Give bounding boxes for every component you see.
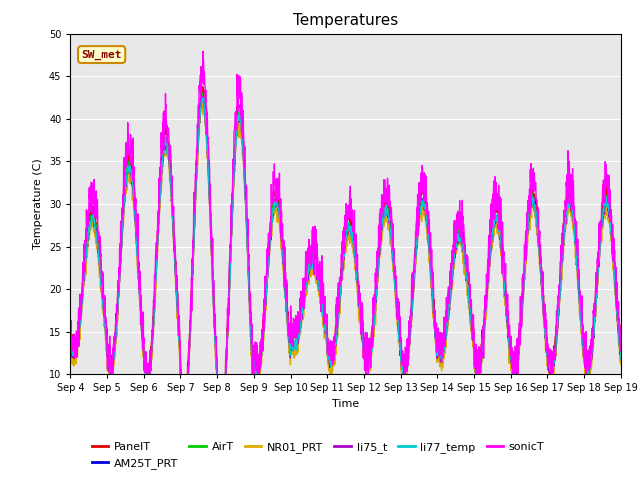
PanelT	[617, 341, 625, 347]
li75_t	[67, 336, 74, 341]
li77_temp	[506, 349, 514, 355]
AirT	[617, 350, 625, 356]
sonicT	[569, 166, 577, 171]
li75_t	[506, 351, 514, 357]
Line: li75_t: li75_t	[70, 96, 621, 428]
AirT	[217, 421, 225, 427]
li75_t	[198, 94, 206, 99]
li77_temp	[569, 208, 577, 214]
PanelT	[569, 199, 577, 204]
AM25T_PRT	[67, 344, 74, 350]
X-axis label: Time: Time	[332, 399, 359, 409]
PanelT	[217, 413, 225, 419]
li77_temp	[218, 425, 225, 431]
AirT	[67, 337, 74, 343]
PanelT	[199, 84, 207, 89]
Text: SW_met: SW_met	[81, 49, 122, 60]
NR01_PRT	[584, 376, 592, 382]
NR01_PRT	[221, 401, 228, 407]
li77_temp	[617, 356, 625, 362]
NR01_PRT	[506, 356, 514, 362]
AM25T_PRT	[617, 356, 625, 362]
Line: PanelT: PanelT	[70, 86, 621, 416]
PanelT	[67, 327, 74, 333]
AirT	[362, 351, 370, 357]
AirT	[198, 90, 206, 96]
li75_t	[221, 395, 228, 400]
li75_t	[362, 361, 370, 367]
AM25T_PRT	[362, 354, 370, 360]
Line: AM25T_PRT: AM25T_PRT	[70, 100, 621, 427]
Legend: PanelT, AM25T_PRT, AirT, NR01_PRT, li75_t, li77_temp, sonicT: PanelT, AM25T_PRT, AirT, NR01_PRT, li75_…	[87, 438, 549, 473]
AM25T_PRT	[584, 371, 592, 376]
AM25T_PRT	[569, 214, 577, 220]
sonicT	[617, 322, 625, 328]
sonicT	[199, 48, 207, 54]
AirT	[506, 346, 514, 351]
NR01_PRT	[67, 343, 74, 348]
Y-axis label: Temperature (C): Temperature (C)	[33, 158, 44, 250]
Line: NR01_PRT: NR01_PRT	[70, 103, 621, 438]
sonicT	[362, 357, 370, 363]
AM25T_PRT	[374, 274, 381, 279]
sonicT	[221, 396, 228, 401]
PanelT	[374, 262, 381, 268]
Line: AirT: AirT	[70, 93, 621, 424]
sonicT	[67, 318, 74, 324]
NR01_PRT	[374, 279, 381, 285]
sonicT	[584, 348, 592, 353]
li77_temp	[67, 340, 74, 346]
NR01_PRT	[217, 435, 225, 441]
AirT	[584, 358, 592, 363]
li75_t	[617, 350, 625, 356]
AirT	[569, 210, 577, 216]
li77_temp	[584, 367, 592, 372]
NR01_PRT	[569, 225, 577, 231]
li75_t	[584, 368, 592, 373]
AM25T_PRT	[199, 97, 207, 103]
Line: sonicT: sonicT	[70, 51, 621, 436]
Title: Temperatures: Temperatures	[293, 13, 398, 28]
NR01_PRT	[362, 372, 370, 377]
li77_temp	[198, 95, 206, 100]
sonicT	[214, 433, 222, 439]
PanelT	[362, 348, 370, 354]
AirT	[374, 264, 381, 270]
li75_t	[374, 270, 381, 276]
NR01_PRT	[199, 100, 207, 106]
li75_t	[216, 425, 224, 431]
li77_temp	[221, 392, 228, 397]
li75_t	[569, 212, 577, 218]
PanelT	[221, 381, 228, 387]
PanelT	[506, 340, 514, 346]
sonicT	[506, 345, 514, 351]
PanelT	[584, 356, 592, 362]
AirT	[221, 390, 228, 396]
AM25T_PRT	[216, 424, 224, 430]
AM25T_PRT	[221, 395, 228, 400]
AM25T_PRT	[506, 350, 514, 356]
Line: li77_temp: li77_temp	[70, 97, 621, 428]
li77_temp	[374, 268, 381, 274]
sonicT	[374, 250, 381, 256]
li77_temp	[362, 354, 370, 360]
NR01_PRT	[617, 362, 625, 368]
